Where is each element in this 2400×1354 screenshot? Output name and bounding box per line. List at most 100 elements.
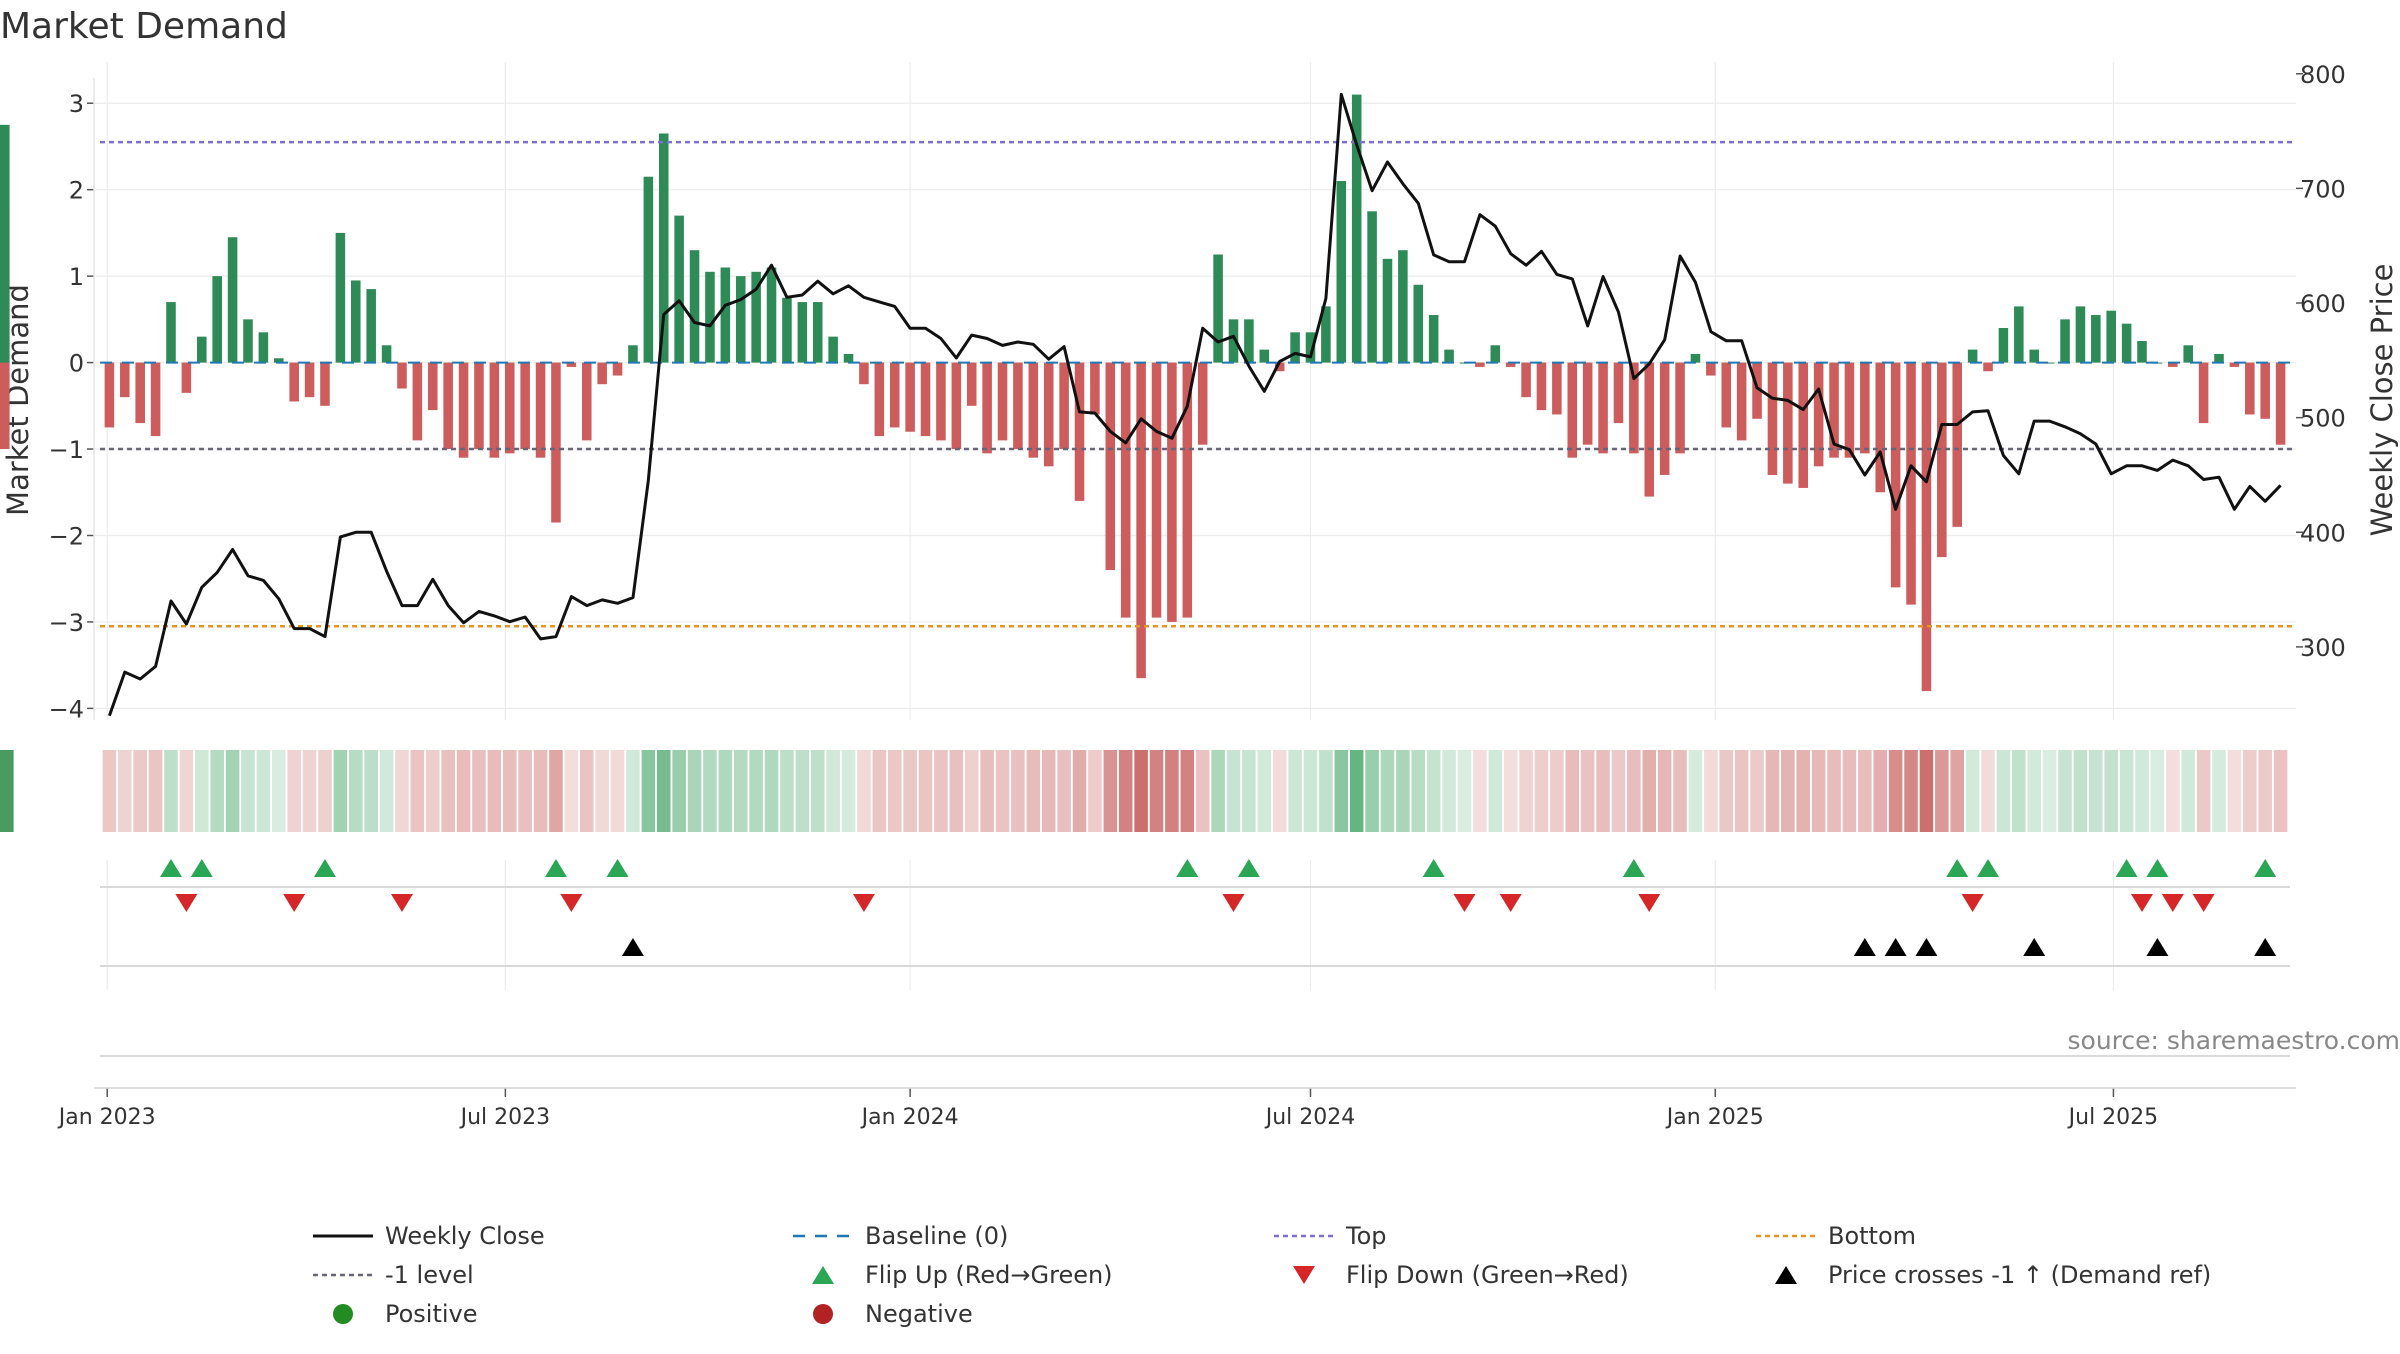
demand-bar [1675, 363, 1685, 454]
heat-cell [210, 750, 224, 832]
legend-label-bottom: Bottom [1828, 1222, 1916, 1250]
flip-down-marker [2131, 894, 2153, 912]
heat-cell [934, 750, 948, 832]
heat-cell [1427, 750, 1441, 832]
heat-cell [1812, 750, 1826, 832]
heat-cell [534, 750, 548, 832]
demand-bar [890, 363, 900, 428]
demand-bar [1121, 363, 1131, 618]
demand-bar [690, 250, 700, 362]
heat-cell [1412, 750, 1426, 832]
demand-bar [305, 363, 315, 398]
demand-bar [1044, 363, 1054, 467]
y2-tick-label: 400 [2300, 519, 2346, 547]
heat-cell [1827, 750, 1841, 832]
demand-bar [551, 363, 561, 523]
y2-tick-label: 700 [2300, 175, 2346, 203]
demand-bar [536, 363, 546, 458]
heat-cell [842, 750, 856, 832]
heat-cell [903, 750, 917, 832]
heat-cell [626, 750, 640, 832]
heat-cell [226, 750, 240, 832]
legend-label-positive: Positive [385, 1300, 478, 1328]
heat-cell [2074, 750, 2088, 832]
demand-bar [1475, 363, 1485, 367]
heat-cell [195, 750, 209, 832]
heat-cell [1104, 750, 1118, 832]
heat-cell [1766, 750, 1780, 832]
flip-down-marker [1962, 894, 1984, 912]
heat-cell [1119, 750, 1133, 832]
heat-cell [1473, 750, 1487, 832]
demand-bar [1213, 255, 1223, 363]
legend-swatch [1775, 1266, 1797, 1284]
demand-bar [674, 216, 684, 363]
demand-bar [936, 363, 946, 441]
heat-cell [133, 750, 147, 832]
demand-bar [1260, 350, 1270, 363]
heat-cell [488, 750, 502, 832]
heat-cell [103, 750, 117, 832]
demand-bar [351, 280, 361, 362]
heat-cell [719, 750, 733, 832]
flip-up-marker [1176, 859, 1198, 877]
chart-title: Market Demand [0, 6, 288, 47]
demand-bar [1798, 363, 1808, 488]
x-tick-label: Jan 2024 [860, 1105, 959, 1130]
demand-bar [813, 302, 823, 363]
demand-bar [0, 207, 10, 363]
heat-cell [2212, 750, 2226, 832]
heat-cell [1181, 750, 1195, 832]
heat-cell [2274, 750, 2288, 832]
demand-bars [0, 95, 2285, 692]
heat-cell [1689, 750, 1703, 832]
demand-bar [459, 363, 469, 458]
demand-bar [582, 363, 592, 441]
price-cross-marker [622, 938, 644, 956]
demand-bar [2106, 311, 2116, 363]
price-cross-marker [1854, 938, 1876, 956]
flip-down-marker [853, 894, 875, 912]
heat-cell [749, 750, 763, 832]
y2-tick-label: 600 [2300, 290, 2346, 318]
demand-bar [366, 289, 376, 362]
demand-bar [2260, 363, 2270, 419]
demand-bar [1414, 285, 1424, 363]
demand-bar [952, 363, 962, 449]
demand-bar [243, 319, 253, 362]
legend-label-minus-one: -1 level [385, 1261, 474, 1289]
demand-bar [474, 363, 484, 449]
heat-cell [1042, 750, 1056, 832]
heat-cell [1966, 750, 1980, 832]
heat-cell [1350, 750, 1364, 832]
heat-cell [2135, 750, 2149, 832]
heat-cell [2197, 750, 2211, 832]
heat-cell [580, 750, 594, 832]
heat-cell [672, 750, 686, 832]
demand-bar [2029, 350, 2039, 363]
heat-cell [703, 750, 717, 832]
demand-bar [767, 267, 777, 362]
heat-cell [1365, 750, 1379, 832]
heat-cell [318, 750, 332, 832]
heat-cell [1519, 750, 1533, 832]
heat-cell [149, 750, 163, 832]
demand-bar [967, 363, 977, 406]
flip-up-marker [191, 859, 213, 877]
heat-cell [518, 750, 532, 832]
heat-cell [657, 750, 671, 832]
heat-cell [873, 750, 887, 832]
legend-label-flip-down: Flip Down (Green→Red) [1346, 1261, 1629, 1289]
demand-bar [1429, 315, 1439, 363]
flip-down-marker [1638, 894, 1660, 912]
demand-bar [1922, 363, 1932, 692]
heat-cell [349, 750, 363, 832]
demand-bar [520, 363, 530, 449]
heat-cell [857, 750, 871, 832]
demand-bar [2214, 354, 2224, 363]
price-cross-marker [2023, 938, 2045, 956]
legend-label-weekly-close: Weekly Close [385, 1222, 545, 1250]
flip-up-marker [2116, 859, 2138, 877]
flip-up-marker [314, 859, 336, 877]
